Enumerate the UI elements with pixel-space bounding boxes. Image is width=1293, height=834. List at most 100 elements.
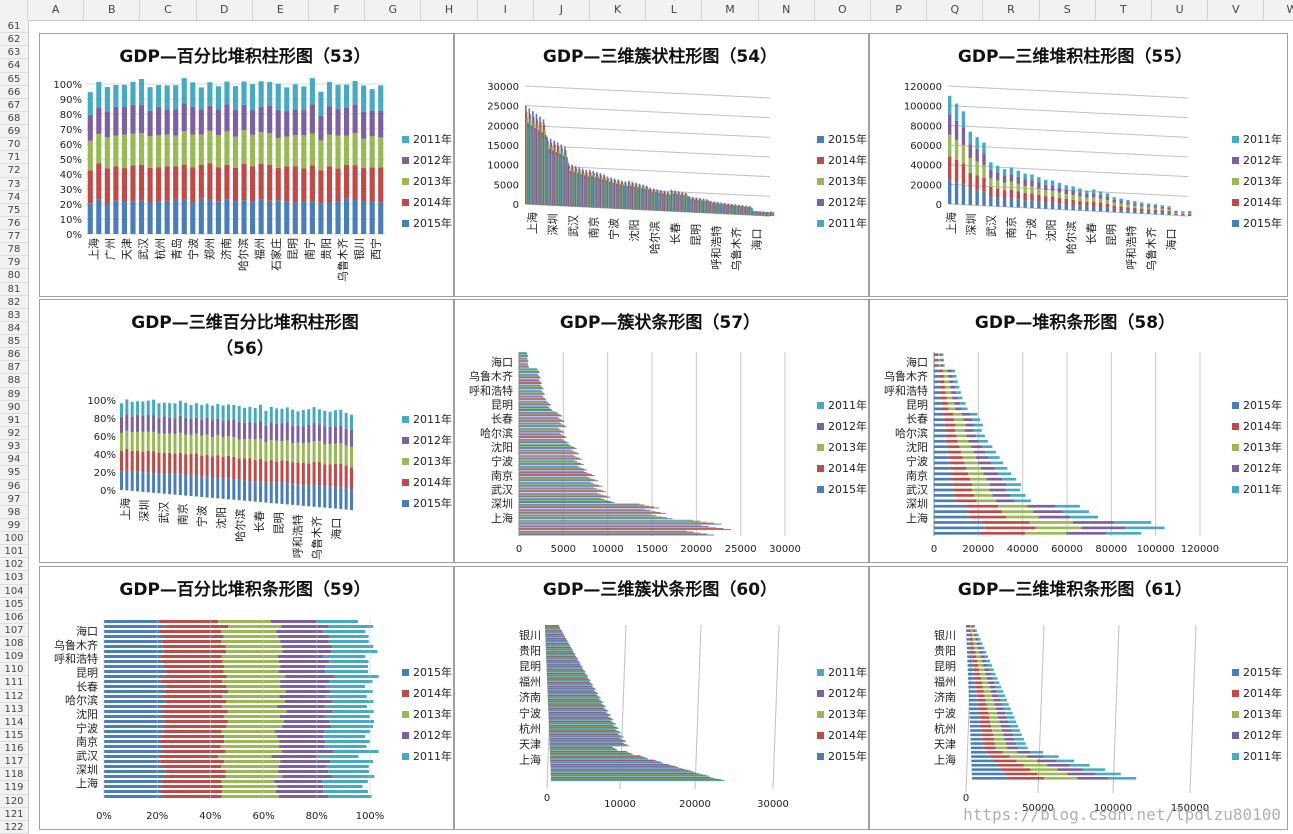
row-header-67[interactable]: 67 bbox=[0, 99, 28, 112]
chart-61[interactable]: GDP—三维堆积条形图（61） 0 50000 100000 150000 银川 贵阳 昆明福… bbox=[869, 566, 1288, 830]
row-header-85[interactable]: 85 bbox=[0, 335, 28, 349]
chart-55[interactable]: GDP—三维堆积柱形图（55） 0 20000 40000 60000 80000 1000… bbox=[869, 33, 1288, 297]
chart-58[interactable]: GDP—堆积条形图（58） 0 20000 40000 60000 80000 100000… bbox=[869, 299, 1288, 563]
column-header-E[interactable]: E bbox=[253, 0, 309, 20]
row-header-103[interactable]: 103 bbox=[0, 571, 28, 585]
column-header-W[interactable]: W bbox=[1264, 0, 1293, 20]
sheet-grid[interactable]: GDP—百分比堆积柱形图（53） 0% 10% 20% 30% 40% 50% 60% 70% 8… bbox=[29, 21, 1293, 834]
row-header-89[interactable]: 89 bbox=[0, 388, 28, 401]
row-header-95[interactable]: 95 bbox=[0, 466, 28, 480]
bar-segment bbox=[1098, 207, 1103, 212]
column-header-H[interactable]: H bbox=[421, 0, 478, 20]
row-header-62[interactable]: 62 bbox=[0, 33, 28, 47]
row-header-80[interactable]: 80 bbox=[0, 269, 28, 283]
row-header-119[interactable]: 119 bbox=[0, 781, 28, 795]
column-header-P[interactable]: P bbox=[871, 0, 928, 20]
column-header-Q[interactable]: Q bbox=[927, 0, 984, 20]
column-header-C[interactable]: C bbox=[140, 0, 197, 20]
row-header-79[interactable]: 79 bbox=[0, 256, 28, 270]
row-header-118[interactable]: 118 bbox=[0, 768, 28, 782]
column-header-R[interactable]: R bbox=[983, 0, 1040, 20]
row-header-63[interactable]: 63 bbox=[0, 46, 28, 60]
row-header-112[interactable]: 112 bbox=[0, 690, 28, 703]
row-header-105[interactable]: 105 bbox=[0, 598, 28, 611]
row-header-75[interactable]: 75 bbox=[0, 204, 28, 217]
column-header-F[interactable]: F bbox=[309, 0, 366, 20]
row-header-102[interactable]: 102 bbox=[0, 558, 28, 572]
chart-59[interactable]: GDP—百分比堆积条形图（59） 0% 20% 40% 60% 80% 100% 海口 乌鲁木齐… bbox=[39, 566, 454, 830]
column-header-O[interactable]: O bbox=[815, 0, 871, 20]
row-header-86[interactable]: 86 bbox=[0, 348, 28, 362]
row-header-117[interactable]: 117 bbox=[0, 755, 28, 769]
row-header-100[interactable]: 100 bbox=[0, 532, 28, 546]
row-header-92[interactable]: 92 bbox=[0, 427, 28, 441]
row-header-70[interactable]: 70 bbox=[0, 138, 28, 152]
row-header-61[interactable]: 61 bbox=[0, 20, 28, 34]
row-header-64[interactable]: 64 bbox=[0, 59, 28, 73]
row-header-116[interactable]: 116 bbox=[0, 742, 28, 756]
row-header-107[interactable]: 107 bbox=[0, 624, 28, 638]
row-header-110[interactable]: 110 bbox=[0, 663, 28, 677]
row-header-83[interactable]: 83 bbox=[0, 309, 28, 322]
column-header-J[interactable]: J bbox=[534, 0, 590, 20]
row-header-87[interactable]: 87 bbox=[0, 361, 28, 375]
row-header-68[interactable]: 68 bbox=[0, 112, 28, 126]
column-header-B[interactable]: B bbox=[84, 0, 141, 20]
row-header-111[interactable]: 111 bbox=[0, 676, 28, 690]
row-header-99[interactable]: 99 bbox=[0, 519, 28, 533]
row-header-88[interactable]: 88 bbox=[0, 374, 28, 388]
chart-60[interactable]: GDP—三维簇状条形图（60） 0 10000 20000 30000 银川 贵阳 昆明 福州济… bbox=[454, 566, 869, 830]
column-header-D[interactable]: D bbox=[197, 0, 253, 20]
row-header-93[interactable]: 93 bbox=[0, 440, 28, 454]
chart-57[interactable]: GDP—簇状条形图（57） 0 5000 10000 15000 20000 25000 30… bbox=[454, 299, 869, 563]
column-header-T[interactable]: T bbox=[1096, 0, 1152, 20]
column-header-V[interactable]: V bbox=[1208, 0, 1265, 20]
column-header-N[interactable]: N bbox=[759, 0, 815, 20]
row-header-69[interactable]: 69 bbox=[0, 125, 28, 139]
row-header-82[interactable]: 82 bbox=[0, 296, 28, 309]
row-header-81[interactable]: 81 bbox=[0, 283, 28, 296]
column-header-M[interactable]: M bbox=[702, 0, 759, 20]
row-header-90[interactable]: 90 bbox=[0, 401, 28, 414]
row-header-77[interactable]: 77 bbox=[0, 230, 28, 244]
row-header-109[interactable]: 109 bbox=[0, 650, 28, 664]
row-header-94[interactable]: 94 bbox=[0, 453, 28, 467]
chart-54[interactable]: GDP—三维簇状柱形图（54） 0 5000 10000 15000 20000 25000… bbox=[454, 33, 869, 297]
column-header-I[interactable]: I bbox=[478, 0, 534, 20]
column-header-S[interactable]: S bbox=[1040, 0, 1096, 20]
row-header-122[interactable]: 122 bbox=[0, 821, 28, 834]
row-header-73[interactable]: 73 bbox=[0, 178, 28, 191]
row-header-91[interactable]: 91 bbox=[0, 414, 28, 427]
row-header-114[interactable]: 114 bbox=[0, 716, 28, 729]
chart-56[interactable]: GDP—三维百分比堆积柱形图 （56） 0% 20% 40% 60% 80% 100% 上海 深圳… bbox=[39, 299, 454, 563]
column-header-U[interactable]: U bbox=[1152, 0, 1209, 20]
column-header-L[interactable]: L bbox=[646, 0, 703, 20]
row-header-120[interactable]: 120 bbox=[0, 795, 28, 808]
row-header-106[interactable]: 106 bbox=[0, 611, 28, 624]
row-header-74[interactable]: 74 bbox=[0, 191, 28, 204]
bar-segment bbox=[282, 775, 333, 778]
row-header-108[interactable]: 108 bbox=[0, 637, 28, 651]
bar-segment bbox=[973, 668, 980, 672]
column-header-K[interactable]: K bbox=[590, 0, 647, 20]
row-header-66[interactable]: 66 bbox=[0, 86, 28, 99]
row-header-76[interactable]: 76 bbox=[0, 217, 28, 231]
column-header-G[interactable]: G bbox=[365, 0, 422, 20]
row-header-71[interactable]: 71 bbox=[0, 151, 28, 165]
row-header-115[interactable]: 115 bbox=[0, 729, 28, 743]
row-header-96[interactable]: 96 bbox=[0, 480, 28, 493]
row-header-113[interactable]: 113 bbox=[0, 703, 28, 716]
row-header-104[interactable]: 104 bbox=[0, 585, 28, 598]
select-all-corner[interactable] bbox=[0, 0, 28, 20]
chart-53[interactable]: GDP—百分比堆积柱形图（53） 0% 10% 20% 30% 40% 50% 60% 70% 8… bbox=[39, 33, 454, 297]
column-header-A[interactable]: A bbox=[28, 0, 85, 20]
bar-segment bbox=[173, 198, 179, 234]
row-header-98[interactable]: 98 bbox=[0, 506, 28, 519]
row-header-84[interactable]: 84 bbox=[0, 322, 28, 336]
row-header-97[interactable]: 97 bbox=[0, 493, 28, 506]
row-header-101[interactable]: 101 bbox=[0, 545, 28, 559]
row-header-78[interactable]: 78 bbox=[0, 243, 28, 257]
row-header-121[interactable]: 121 bbox=[0, 808, 28, 821]
row-header-72[interactable]: 72 bbox=[0, 164, 28, 178]
row-header-65[interactable]: 65 bbox=[0, 73, 28, 86]
